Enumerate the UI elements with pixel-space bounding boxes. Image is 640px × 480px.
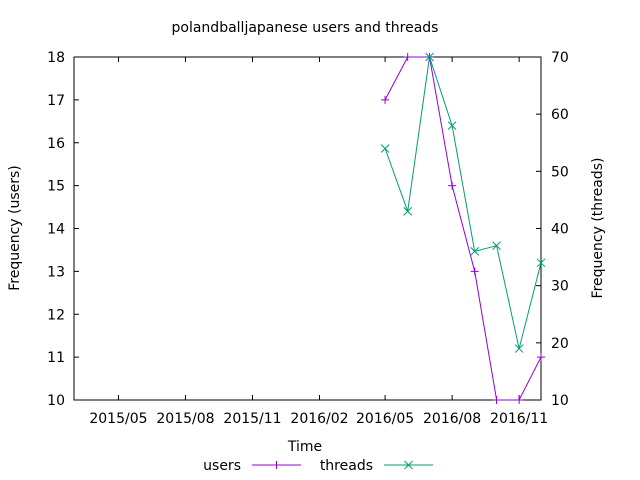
- y-left-tick-label: 18: [47, 50, 65, 66]
- y-right-tick-label: 30: [551, 279, 569, 295]
- y-right-tick-label: 60: [551, 107, 569, 123]
- legend-marker-threads: [404, 460, 413, 470]
- y-left-tick-label: 12: [47, 307, 65, 323]
- x-axis-label: Time: [287, 439, 322, 455]
- data-point-threads: [403, 206, 413, 216]
- axis-ticks: 10 11 12 13 14 15 16 17 18 10 20 30 40 50 60 70 2015/05 2…: [47, 50, 569, 427]
- y-left-tick-label: 16: [47, 136, 65, 152]
- y-right-tick-label: 70: [551, 50, 569, 66]
- x-tick-label: 2016/08: [423, 411, 481, 427]
- series-line-users: [384, 56, 542, 401]
- legend: users threads: [203, 458, 433, 474]
- y-left-tick-label: 11: [47, 350, 65, 366]
- data-point-users: [448, 181, 457, 190]
- y-right-tick-label: 20: [551, 336, 569, 352]
- y-left-tick-label: 15: [47, 179, 65, 195]
- y-right-tick-label: 40: [551, 222, 569, 238]
- x-tick-label: 2015/08: [156, 411, 214, 427]
- data-point-threads: [514, 344, 524, 353]
- x-tick-label: 2015/11: [223, 411, 281, 427]
- legend-label-threads: threads: [320, 458, 373, 474]
- data-point-users: [403, 53, 412, 61]
- x-tick-label: 2016/05: [356, 411, 414, 427]
- data-point-users: [492, 396, 501, 404]
- y-right-tick-label: 10: [551, 393, 569, 409]
- legend-marker-users: [272, 461, 281, 469]
- x-tick-label: 2015/05: [89, 411, 147, 427]
- chart-title: polandballjapanese users and threads: [172, 20, 439, 36]
- x-tick-label: 2016/02: [290, 411, 348, 427]
- data-point-threads: [470, 247, 480, 256]
- data-point-threads: [447, 121, 457, 130]
- data-point-users: [470, 267, 479, 276]
- y-left-tick-label: 17: [47, 93, 65, 109]
- data-point-users: [515, 396, 524, 404]
- legend-label-users: users: [203, 458, 241, 474]
- data-point-threads: [425, 52, 434, 62]
- data-point-users: [381, 95, 390, 104]
- series-group: [380, 52, 546, 404]
- y-axis-label-right: Frequency (threads): [590, 158, 606, 299]
- series-threads: [380, 52, 546, 353]
- y-left-tick-label: 14: [47, 222, 65, 238]
- y-left-tick-label: 13: [47, 264, 65, 280]
- data-point-users: [537, 353, 545, 362]
- series-line-threads: [384, 56, 542, 349]
- data-point-threads: [536, 258, 546, 268]
- y-axis-label-left: Frequency (users): [7, 165, 23, 291]
- x-tick-label: 2016/11: [490, 411, 548, 427]
- series-users: [381, 53, 545, 404]
- data-point-threads: [380, 144, 390, 153]
- y-right-tick-label: 50: [551, 164, 569, 180]
- y-left-tick-label: 10: [47, 393, 65, 409]
- data-point-threads: [492, 241, 501, 251]
